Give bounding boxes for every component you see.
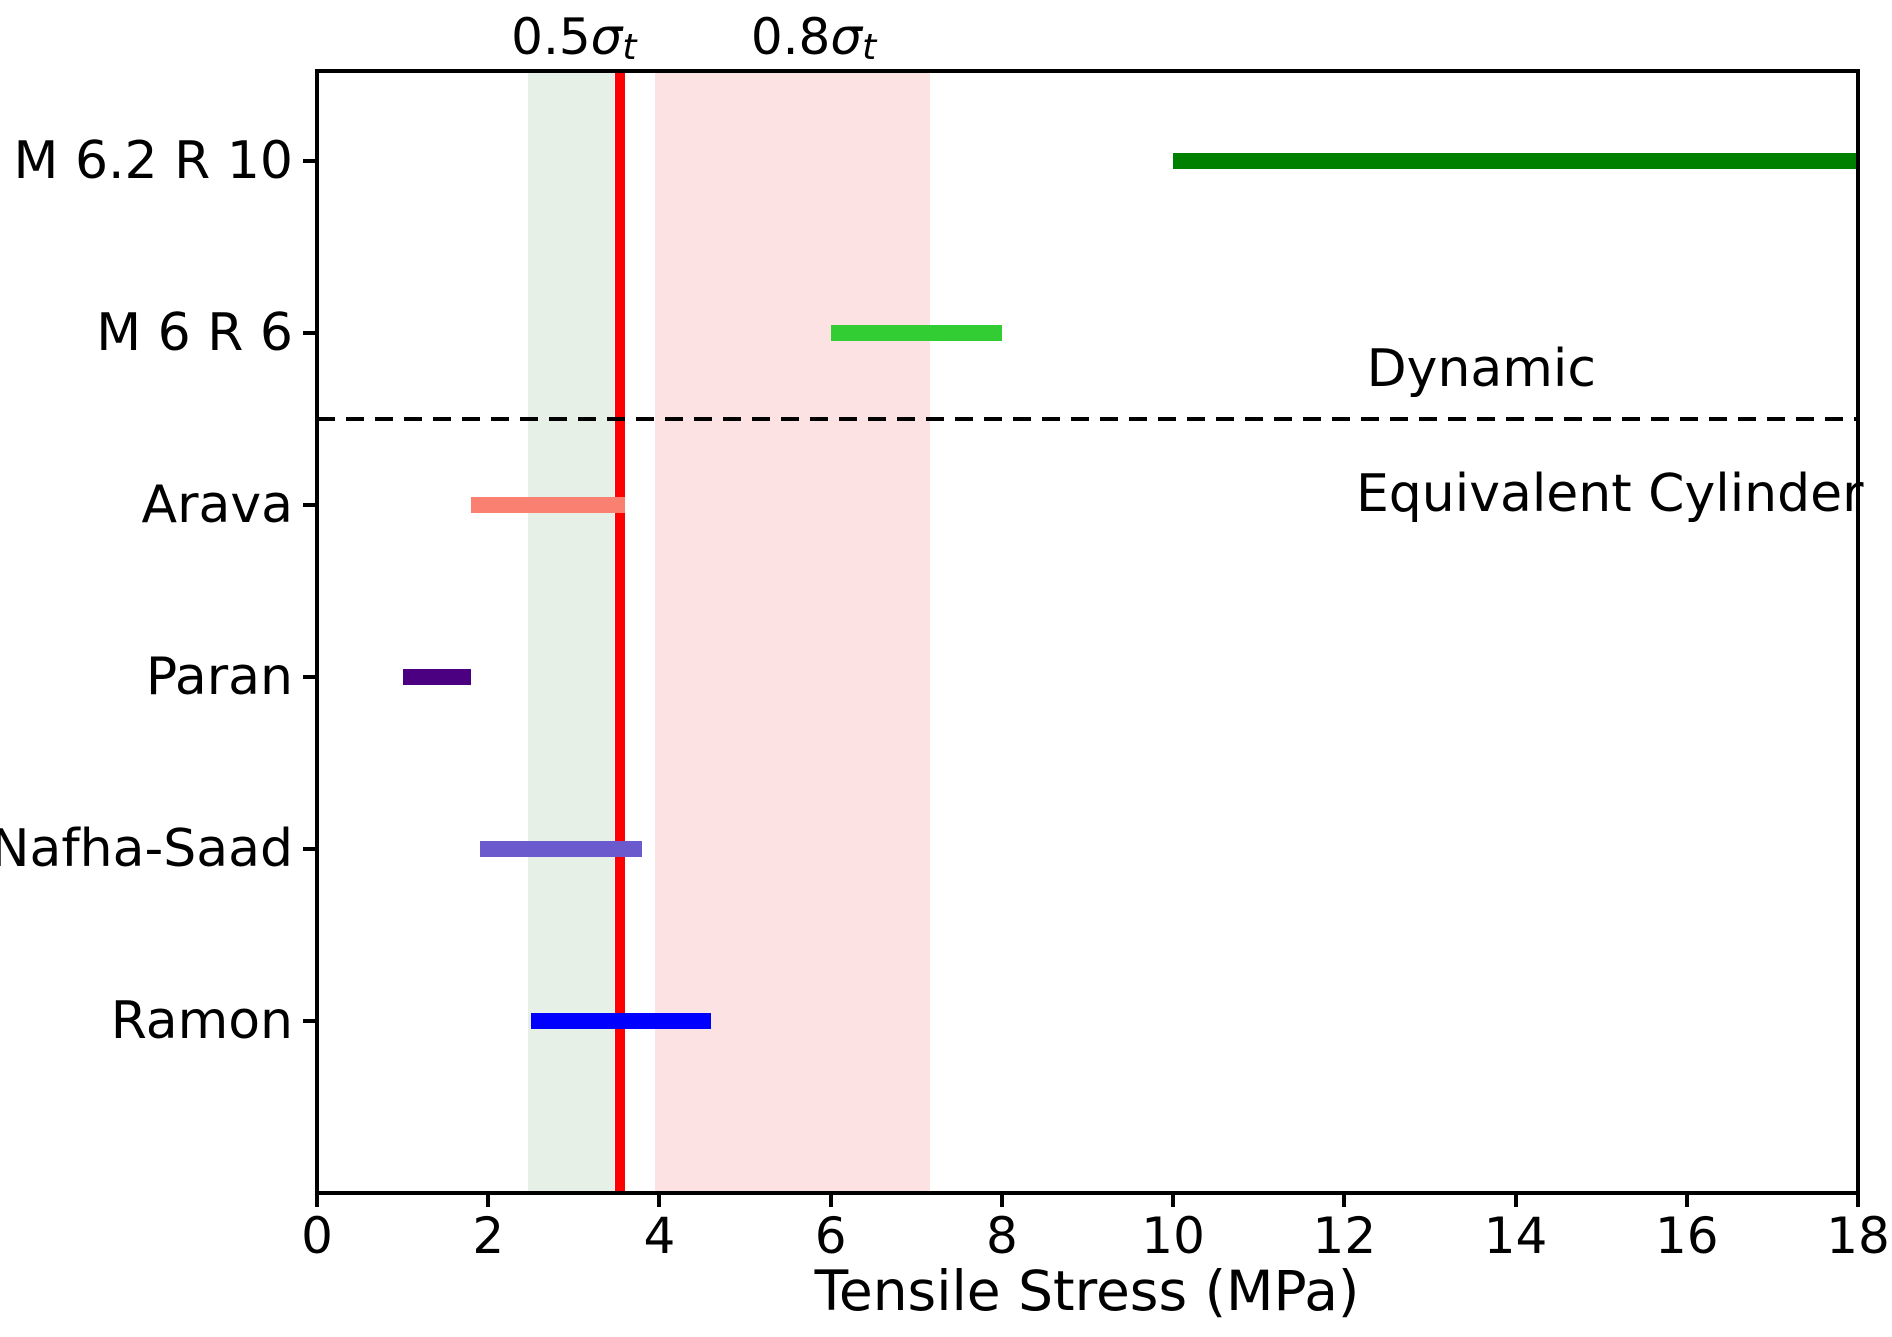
- x-tick-10: [1171, 1193, 1176, 1207]
- x-tick-label-6: 6: [814, 1207, 847, 1265]
- left-spine: [315, 69, 319, 1195]
- x-tick-0: [315, 1193, 319, 1207]
- y-tick-label-paran: Paran: [145, 646, 293, 707]
- top-spine: [315, 69, 1860, 73]
- bar-paran: [402, 668, 472, 685]
- band-0.5-sigma-t-band: [528, 71, 615, 1193]
- bottom-spine: [315, 1191, 1860, 1195]
- threshold-line-0.5-sigma-t: [615, 71, 626, 1193]
- x-tick-4: [657, 1193, 662, 1207]
- x-tick-label-4: 4: [643, 1207, 676, 1265]
- bar-m-6-r-6: [830, 324, 1002, 341]
- plot-area: [317, 71, 1858, 1193]
- x-tick-label-16: 16: [1654, 1207, 1719, 1265]
- sigma-label-prefix: 0.5: [511, 8, 591, 66]
- x-tick-12: [1342, 1193, 1347, 1207]
- x-tick-label-10: 10: [1141, 1207, 1205, 1265]
- y-tick-m-6-r-6: [303, 330, 317, 335]
- sigma-label-prefix: 0.8: [750, 8, 831, 66]
- sigma-subscript: t: [862, 27, 877, 68]
- sigma-glyph: σ: [590, 8, 623, 66]
- x-tick-label-14: 14: [1483, 1207, 1548, 1265]
- y-tick-label-m-6-r-6: M 6 R 6: [96, 302, 293, 363]
- y-tick-ramon: [303, 1018, 317, 1023]
- bar-arava: [471, 496, 626, 513]
- y-tick-label-m-6-2-r-10: M 6.2 R 10: [13, 130, 293, 191]
- x-tick-16: [1684, 1193, 1689, 1207]
- y-tick-arava: [303, 502, 317, 507]
- y-tick-nafha-saad: [303, 846, 317, 851]
- x-tick-label-2: 2: [472, 1207, 505, 1265]
- x-tick-label-0: 0: [301, 1207, 333, 1265]
- x-tick-2: [486, 1193, 491, 1207]
- x-tick-label-8: 8: [985, 1207, 1018, 1265]
- label-equivalent-cylinder: Equivalent Cylinder: [1355, 463, 1864, 524]
- x-tick-8: [999, 1193, 1004, 1207]
- y-tick-label-arava: Arava: [141, 474, 293, 535]
- y-tick-label-nafha-saad: Nafha-Saad: [0, 818, 293, 879]
- sigma-subscript: t: [622, 27, 637, 68]
- x-tick-14: [1513, 1193, 1518, 1207]
- x-axis-title: Tensile Stress (MPa): [814, 1259, 1360, 1323]
- label-dynamic: Dynamic: [1366, 338, 1596, 399]
- bar-nafha-saad: [479, 840, 643, 857]
- x-tick-6: [828, 1193, 833, 1207]
- dynamic-static-separator-line: [317, 416, 1858, 421]
- band-0.8-sigma-t-band: [655, 71, 930, 1193]
- y-tick-paran: [303, 674, 317, 679]
- bar-ramon: [531, 1012, 711, 1029]
- x-tick-label-12: 12: [1312, 1207, 1377, 1265]
- right-spine: [1856, 69, 1860, 1195]
- bar-m-6-2-r-10: [1173, 152, 1858, 169]
- x-tick-label-18: 18: [1826, 1207, 1890, 1265]
- y-tick-label-ramon: Ramon: [110, 990, 293, 1051]
- y-tick-m-6-2-r-10: [303, 158, 317, 163]
- x-tick-18: [1856, 1193, 1860, 1207]
- annotation-0.5-sigma-t: 0.5 σ t: [444, 0, 704, 66]
- sigma-glyph: σ: [830, 8, 863, 66]
- annotation-0.8-sigma-t: 0.8 σ t: [684, 0, 944, 66]
